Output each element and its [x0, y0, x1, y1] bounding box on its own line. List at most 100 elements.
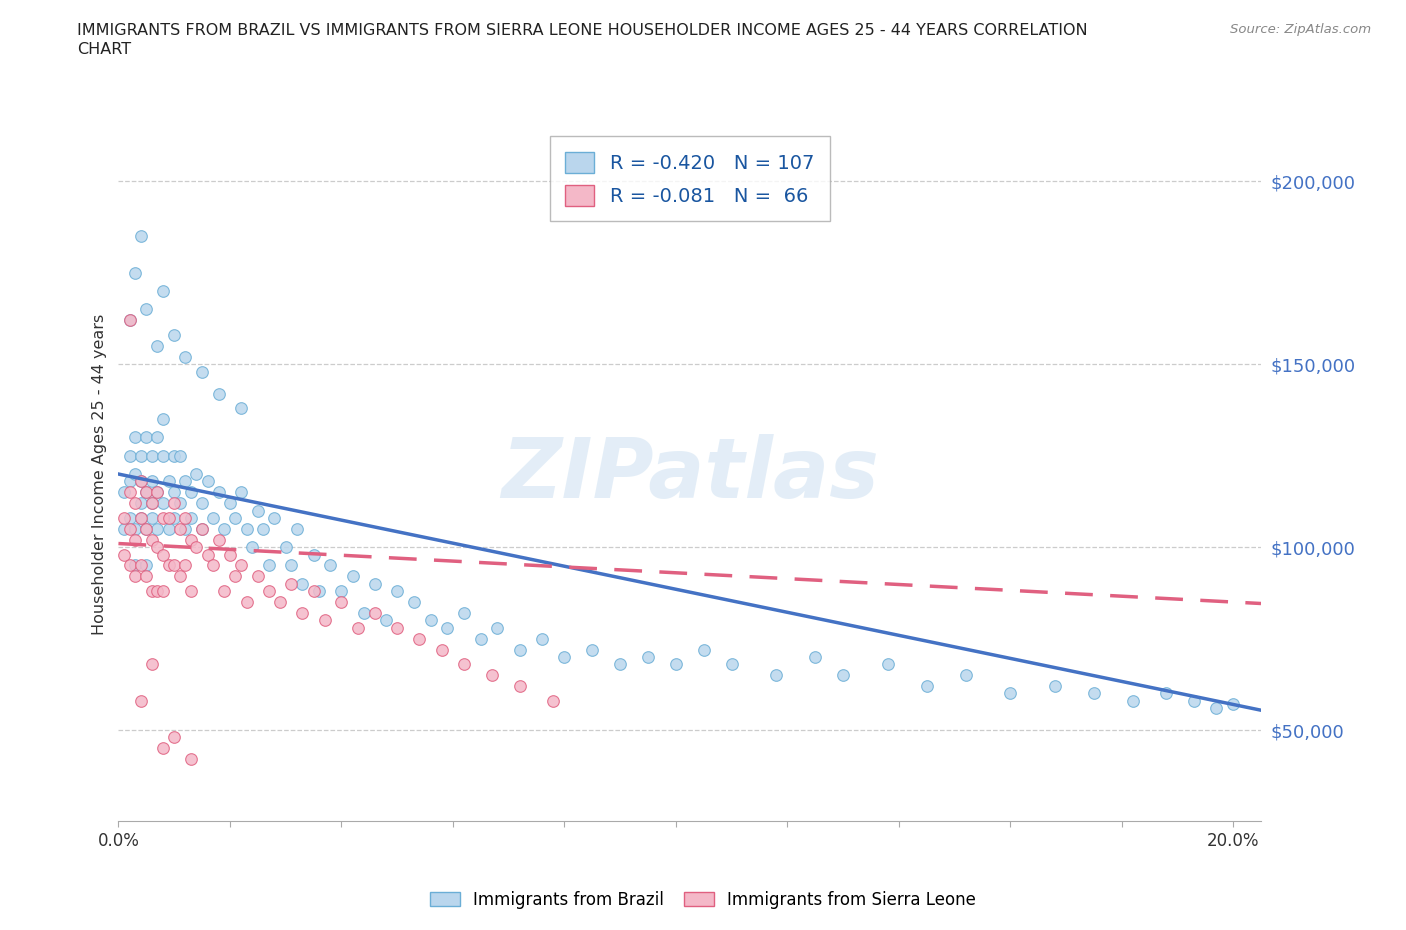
Point	[157, 511, 180, 525]
Point	[129, 694, 152, 709]
Point	[1043, 679, 1066, 694]
Point	[129, 511, 152, 525]
Point	[280, 558, 302, 573]
Point	[129, 448, 152, 463]
Point	[129, 496, 152, 511]
Point	[169, 448, 191, 463]
Point	[135, 485, 157, 499]
Point	[163, 448, 186, 463]
Point	[765, 668, 787, 683]
Point	[665, 657, 688, 671]
Point	[124, 522, 146, 537]
Point	[163, 558, 186, 573]
Point	[157, 558, 180, 573]
Point	[342, 569, 364, 584]
Point	[141, 496, 163, 511]
Point	[152, 448, 174, 463]
Point	[146, 339, 169, 353]
Point	[314, 613, 336, 628]
Point	[129, 558, 152, 573]
Point	[481, 668, 503, 683]
Point	[141, 533, 163, 548]
Point	[112, 547, 135, 562]
Point	[832, 668, 855, 683]
Point	[174, 558, 197, 573]
Point	[915, 679, 938, 694]
Point	[112, 522, 135, 537]
Point	[581, 642, 603, 657]
Point	[219, 547, 242, 562]
Point	[152, 496, 174, 511]
Point	[118, 313, 141, 328]
Point	[141, 474, 163, 489]
Point	[876, 657, 898, 671]
Point	[124, 467, 146, 482]
Point	[1222, 697, 1244, 711]
Point	[720, 657, 742, 671]
Point	[146, 485, 169, 499]
Point	[208, 533, 231, 548]
Point	[135, 558, 157, 573]
Text: ZIPatlas: ZIPatlas	[501, 433, 879, 514]
Point	[637, 649, 659, 664]
Point	[955, 668, 977, 683]
Point	[385, 620, 408, 635]
Point	[202, 511, 225, 525]
Point	[180, 511, 202, 525]
Point	[163, 485, 186, 499]
Point	[197, 474, 219, 489]
Point	[118, 448, 141, 463]
Point	[180, 533, 202, 548]
Point	[235, 522, 257, 537]
Point	[174, 350, 197, 365]
Point	[1205, 700, 1227, 715]
Point	[263, 511, 285, 525]
Point	[135, 522, 157, 537]
Point	[246, 569, 269, 584]
Point	[124, 558, 146, 573]
Point	[246, 503, 269, 518]
Point	[118, 522, 141, 537]
Point	[163, 327, 186, 342]
Point	[453, 605, 475, 620]
Point	[308, 584, 330, 599]
Point	[240, 539, 263, 554]
Point	[219, 496, 242, 511]
Text: CHART: CHART	[77, 42, 131, 57]
Point	[141, 584, 163, 599]
Point	[375, 613, 398, 628]
Point	[141, 496, 163, 511]
Text: IMMIGRANTS FROM BRAZIL VS IMMIGRANTS FROM SIERRA LEONE HOUSEHOLDER INCOME AGES 2: IMMIGRANTS FROM BRAZIL VS IMMIGRANTS FRO…	[77, 23, 1088, 38]
Point	[129, 229, 152, 244]
Point	[197, 547, 219, 562]
Point	[224, 511, 246, 525]
Point	[152, 511, 174, 525]
Point	[1083, 686, 1105, 701]
Point	[257, 558, 280, 573]
Point	[141, 448, 163, 463]
Point	[257, 584, 280, 599]
Point	[118, 485, 141, 499]
Point	[191, 496, 214, 511]
Point	[135, 302, 157, 317]
Point	[347, 620, 370, 635]
Point	[453, 657, 475, 671]
Point	[280, 577, 302, 591]
Point	[118, 511, 141, 525]
Point	[430, 642, 453, 657]
Point	[118, 558, 141, 573]
Point	[436, 620, 458, 635]
Point	[541, 694, 564, 709]
Point	[157, 522, 180, 537]
Point	[208, 485, 231, 499]
Point	[124, 533, 146, 548]
Point	[146, 539, 169, 554]
Point	[285, 522, 308, 537]
Point	[274, 539, 297, 554]
Point	[229, 401, 252, 416]
Legend: Immigrants from Brazil, Immigrants from Sierra Leone: Immigrants from Brazil, Immigrants from …	[422, 883, 984, 917]
Point	[152, 741, 174, 756]
Point	[135, 569, 157, 584]
Point	[169, 496, 191, 511]
Point	[163, 496, 186, 511]
